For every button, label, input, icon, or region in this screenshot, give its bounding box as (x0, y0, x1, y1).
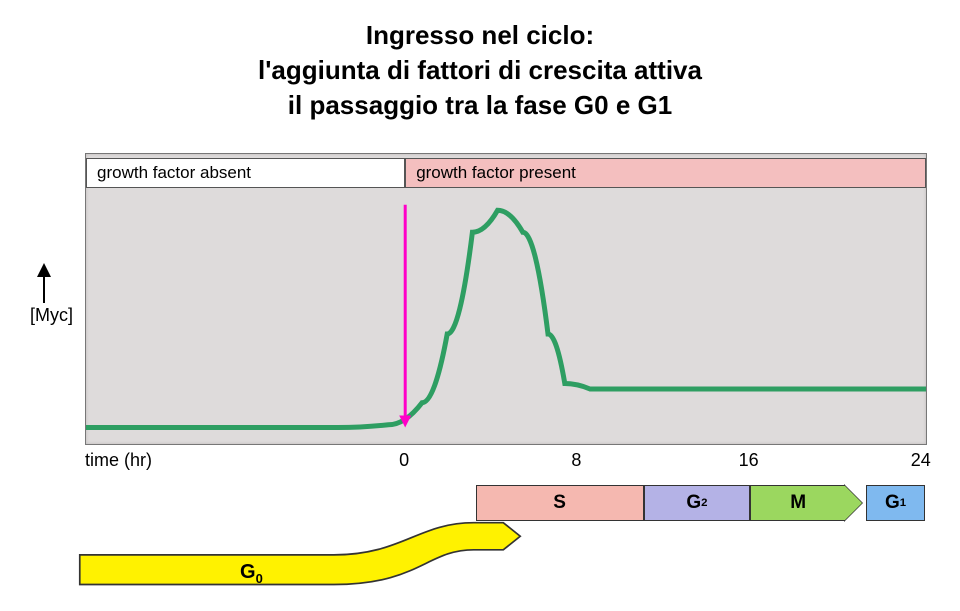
time-tick: 0 (399, 450, 409, 471)
time-tick: 16 (739, 450, 759, 471)
page-title: Ingresso nel ciclo: l'aggiunta di fattor… (25, 18, 935, 123)
time-tick: 24 (911, 450, 931, 471)
title-line-1: Ingresso nel ciclo: (366, 20, 594, 50)
phase-box: M (750, 485, 845, 521)
title-line-2: l'aggiunta di fattori di crescita attiva (258, 55, 702, 85)
chart-container: [Myc] growth factor absentgrowth factor … (30, 153, 930, 593)
phase-row-upper: SG2M G1 (85, 485, 925, 521)
time-tick-labels: 081624 (85, 450, 925, 474)
title-line-3: il passaggio tra la fase G0 e G1 (288, 90, 672, 120)
g0-swoop (40, 521, 560, 593)
curve-svg (86, 169, 926, 444)
phase-g0-label: G0 (240, 561, 263, 586)
phase-arrowhead (844, 485, 862, 521)
phase-box: S (476, 485, 644, 521)
y-axis-label: [Myc] (30, 305, 73, 326)
plot-area: growth factor absentgrowth factor presen… (85, 153, 927, 445)
time-tick: 8 (571, 450, 581, 471)
y-axis-arrow (30, 263, 80, 310)
phase-box: G2 (644, 485, 751, 521)
phase-box: G1 (866, 485, 925, 521)
